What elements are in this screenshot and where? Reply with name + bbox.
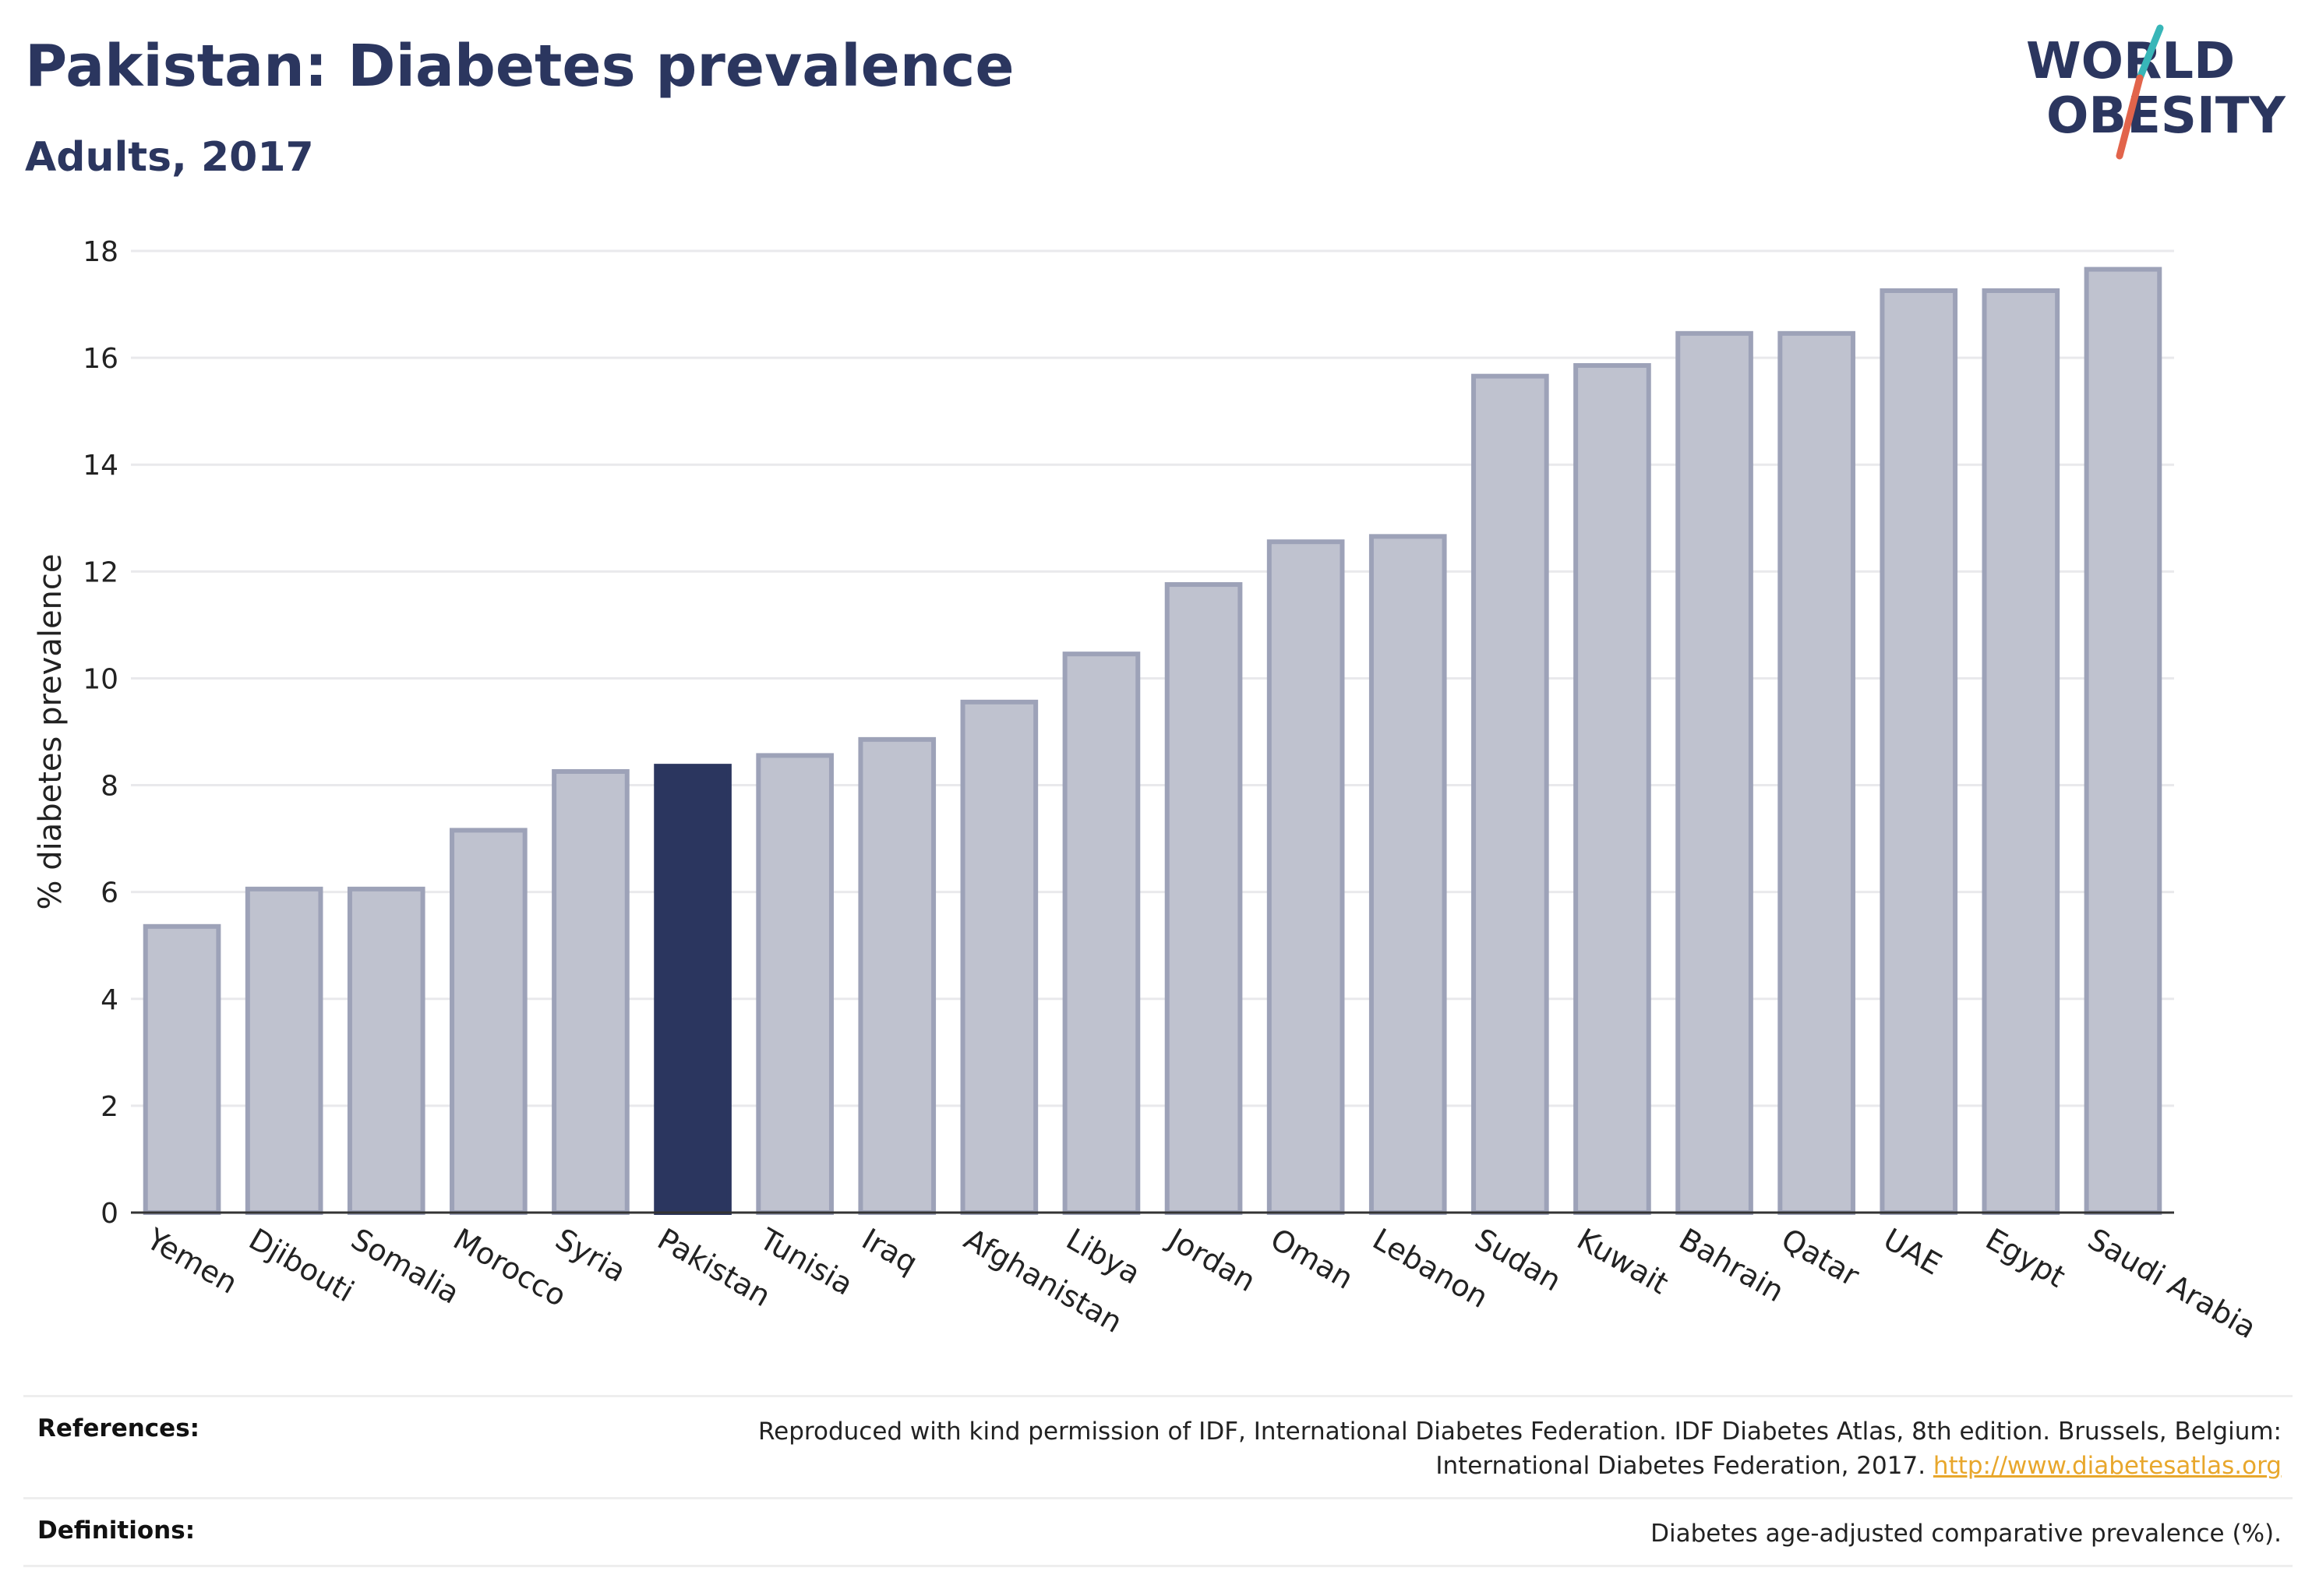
bar bbox=[1266, 539, 1345, 1215]
x-tick-label: UAE bbox=[1878, 1222, 1947, 1282]
y-tick-label: 0 bbox=[101, 1198, 118, 1230]
bar bbox=[450, 828, 528, 1216]
references-text: Reproduced with kind permission of IDF, … bbox=[758, 1418, 2282, 1446]
y-axis-title: % diabetes prevalence bbox=[33, 553, 69, 909]
bars bbox=[143, 267, 2162, 1216]
definitions-label: Definitions: bbox=[37, 1517, 196, 1545]
x-tick-label: Egypt bbox=[1980, 1222, 2071, 1294]
chart-footer: References: Reproduced with kind permiss… bbox=[23, 1395, 2293, 1567]
x-tick-label: Saudi Arabia bbox=[2082, 1222, 2262, 1346]
definitions-text: Diabetes age-adjusted comparative preval… bbox=[1650, 1520, 2282, 1548]
x-tick-label: Oman bbox=[1265, 1222, 1359, 1296]
bar-highlight bbox=[654, 764, 732, 1215]
x-tick-label: Somalia bbox=[345, 1222, 465, 1311]
x-tick-label: Morocco bbox=[447, 1222, 572, 1314]
bar bbox=[552, 768, 630, 1215]
y-tick-label: 6 bbox=[101, 877, 118, 909]
x-tick-label: Bahrain bbox=[1674, 1222, 1790, 1309]
bar bbox=[960, 699, 1039, 1215]
y-tick-label: 18 bbox=[83, 236, 118, 268]
definitions-row: Definitions: Diabetes age-adjusted compa… bbox=[23, 1497, 2293, 1567]
bar bbox=[858, 736, 937, 1215]
logo-slash-bottom bbox=[2116, 74, 2144, 160]
y-tick-label: 2 bbox=[101, 1091, 118, 1123]
y-tick-label: 12 bbox=[83, 556, 118, 588]
x-tick-label: Djibouti bbox=[243, 1222, 360, 1309]
diabetes-atlas-link[interactable]: http://www.diabetesatlas.org bbox=[1933, 1452, 2282, 1480]
x-tick-label: Pakistan bbox=[652, 1222, 777, 1314]
y-tick-label: 16 bbox=[83, 343, 118, 375]
logo-line-obesity: OBESITY bbox=[2046, 87, 2286, 145]
bar bbox=[756, 753, 834, 1215]
bar bbox=[1164, 582, 1243, 1215]
logo-slash-top bbox=[2136, 24, 2164, 82]
bar bbox=[347, 886, 425, 1216]
references-row: References: Reproduced with kind permiss… bbox=[23, 1395, 2293, 1497]
y-tick-label: 8 bbox=[101, 771, 118, 803]
x-tick-label: Lebanon bbox=[1367, 1222, 1494, 1315]
x-tick-label: Yemen bbox=[140, 1221, 243, 1301]
chart-title: Pakistan: Diabetes prevalence bbox=[25, 33, 1015, 100]
x-tick-label: Qatar bbox=[1776, 1222, 1866, 1294]
logo-line-world: WORLD bbox=[2026, 33, 2235, 90]
y-tick-label: 4 bbox=[101, 984, 118, 1016]
y-tick-label: 14 bbox=[83, 450, 118, 482]
bar bbox=[1471, 373, 1549, 1216]
bar bbox=[143, 923, 221, 1216]
references-text-block: Reproduced with kind permission of IDF, … bbox=[758, 1414, 2282, 1483]
bar bbox=[1675, 330, 1753, 1215]
bar bbox=[1368, 534, 1447, 1215]
bar bbox=[1880, 288, 1958, 1215]
x-tick-label: Iraq bbox=[856, 1222, 923, 1280]
references-text-2: International Diabetes Federation, 2017. bbox=[1435, 1452, 1926, 1480]
world-obesity-logo: WORLD OBESITY bbox=[2026, 24, 2286, 160]
x-tick-label: Kuwait bbox=[1571, 1222, 1674, 1301]
x-tick-label: Jordan bbox=[1161, 1221, 1261, 1299]
bar bbox=[2084, 267, 2162, 1216]
bar bbox=[1062, 651, 1141, 1215]
bar bbox=[245, 886, 323, 1216]
bar bbox=[1777, 330, 1855, 1215]
bar bbox=[1982, 288, 2060, 1215]
bar bbox=[1573, 362, 1651, 1215]
bar-chart: 0 2 4 6 8 10 12 14 16 18 Yemen DjiboutiSomaliaMoroc… bbox=[33, 236, 2262, 1346]
y-tick-label: 10 bbox=[83, 663, 118, 695]
grid-lines bbox=[131, 249, 2174, 1107]
chart-subtitle: Adults, 2017 bbox=[25, 134, 314, 181]
references-label: References: bbox=[37, 1414, 200, 1442]
